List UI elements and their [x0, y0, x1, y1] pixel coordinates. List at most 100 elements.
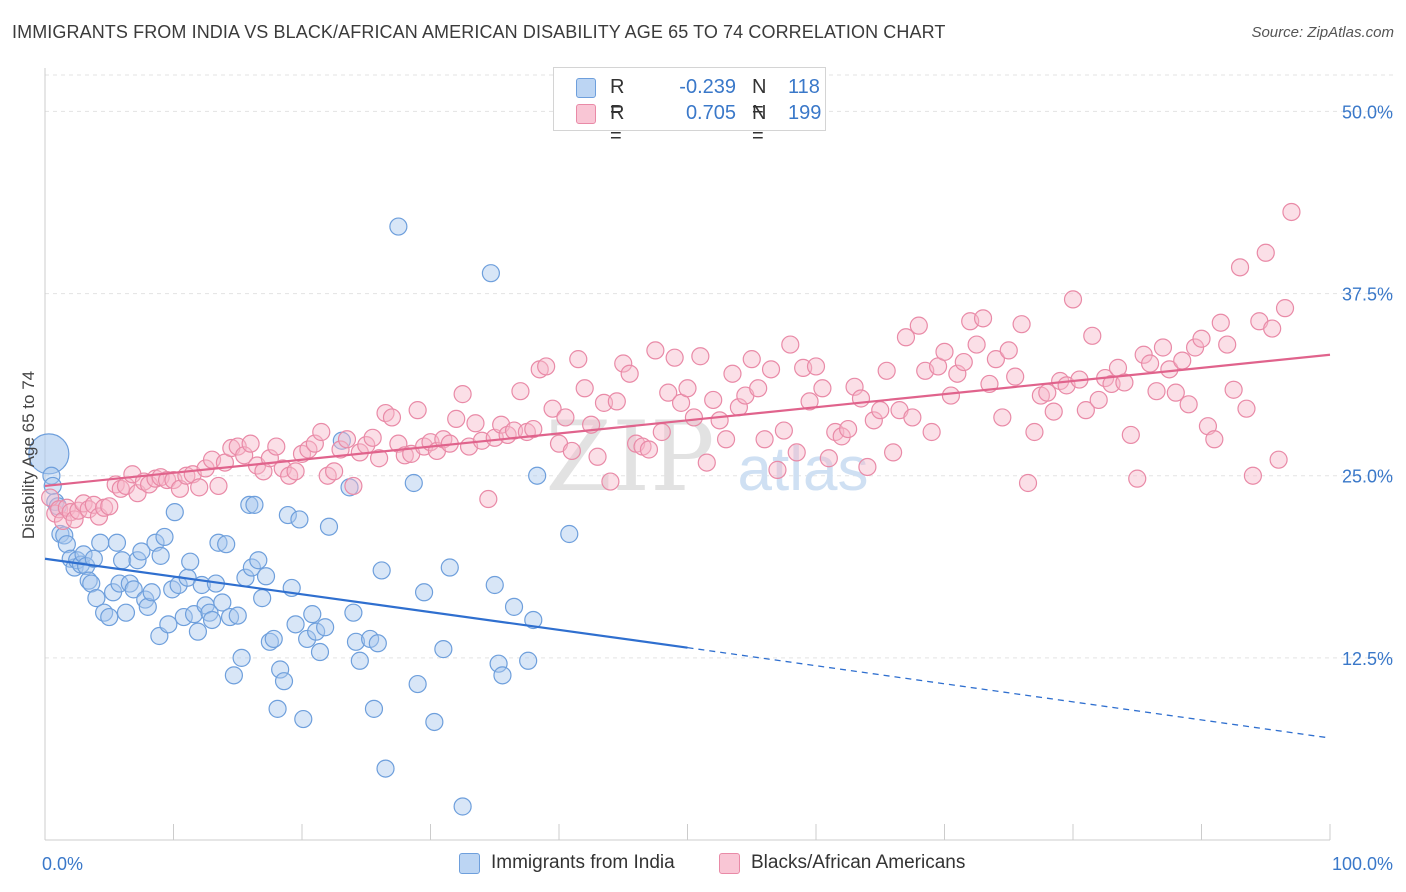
legend-n-label: N = — [752, 76, 767, 121]
india-point — [107, 533, 127, 552]
india-point — [319, 517, 339, 536]
black-point — [806, 357, 826, 376]
india-point — [307, 622, 326, 641]
india-point — [294, 709, 313, 729]
india-point — [240, 495, 259, 514]
black-point — [646, 341, 665, 360]
india-point — [224, 666, 243, 685]
black-point — [684, 408, 704, 427]
india-point — [372, 561, 391, 580]
black-point — [100, 497, 119, 516]
india-point — [142, 583, 161, 602]
black-point — [466, 414, 485, 433]
black-point — [305, 434, 324, 453]
black-point — [659, 383, 678, 402]
india-point — [316, 618, 335, 637]
india-point — [84, 549, 103, 568]
legend-r-label: R = — [610, 76, 625, 121]
black-point — [1211, 313, 1230, 332]
india-point — [79, 571, 98, 590]
india-point — [344, 603, 363, 622]
series-india-points — [28, 217, 579, 816]
black-point — [1237, 399, 1256, 418]
black-point — [639, 440, 659, 459]
black-point — [1282, 202, 1301, 222]
black-point — [1218, 335, 1237, 354]
black-point — [1025, 422, 1044, 442]
black-point — [665, 348, 684, 367]
india-point — [232, 648, 251, 667]
india-point — [253, 589, 272, 608]
black-point — [1230, 258, 1250, 277]
legend-n-value: 199 — [788, 102, 822, 124]
black-point — [755, 430, 774, 449]
black-point — [620, 364, 639, 383]
india-point — [188, 622, 208, 641]
india-point — [440, 558, 459, 577]
correlation-legend: R = -0.239 N = 118 R = 0.705 N = 199 — [553, 67, 826, 147]
india-point — [128, 551, 147, 570]
black-point — [652, 422, 671, 442]
black-point — [1205, 430, 1224, 449]
black-point — [749, 379, 768, 398]
black-point — [209, 476, 228, 496]
india-point — [209, 533, 228, 552]
india-point — [519, 651, 538, 670]
india-point — [256, 567, 276, 586]
black-point — [408, 401, 427, 420]
black-point — [768, 460, 787, 479]
black-point — [999, 341, 1018, 360]
black-point — [1012, 315, 1031, 334]
black-point — [1115, 373, 1134, 392]
trend-lines — [44, 353, 1331, 739]
india-point — [271, 660, 290, 679]
black-point — [883, 443, 903, 462]
india-point — [376, 759, 395, 778]
black-point — [267, 437, 286, 456]
legend-r-label: R = — [610, 102, 625, 147]
black-point — [556, 408, 575, 427]
legend-label-black: Blacks/African Americans — [751, 852, 966, 873]
black-point — [922, 422, 941, 442]
india-point — [485, 575, 504, 595]
india-point — [286, 615, 305, 634]
black-point — [588, 447, 607, 466]
black-point — [1089, 390, 1108, 410]
india-point — [264, 629, 283, 649]
black-point — [903, 408, 922, 427]
india-point — [524, 610, 543, 630]
black-point — [993, 408, 1012, 427]
india-point — [132, 542, 151, 561]
black-point — [50, 500, 69, 519]
india-point — [245, 495, 264, 514]
black-point — [787, 443, 806, 462]
india-point — [346, 632, 366, 651]
y-axis-label: Disability Age 65 to 74 — [19, 371, 38, 539]
india-point — [493, 666, 512, 685]
india-point — [364, 699, 384, 718]
black-point — [190, 478, 209, 497]
black-trend-line — [44, 353, 1331, 488]
india-point — [290, 510, 309, 529]
black-point — [819, 449, 838, 468]
india-point — [124, 580, 143, 599]
black-point — [1140, 354, 1160, 373]
black-point — [716, 430, 736, 449]
black-point — [986, 350, 1006, 369]
black-point — [896, 328, 916, 347]
black-point — [851, 389, 871, 408]
legend-n-label: N = — [752, 102, 767, 147]
black-point — [614, 354, 633, 373]
black-point — [1076, 401, 1095, 420]
black-point — [813, 379, 832, 398]
india-point — [28, 433, 70, 475]
black-point — [858, 457, 877, 477]
india-point — [213, 593, 232, 612]
black-point — [1166, 383, 1185, 402]
black-point — [65, 510, 84, 529]
black-point — [286, 462, 305, 481]
x-tick-label-max: 100.0% — [1332, 854, 1393, 874]
india-point — [174, 607, 193, 627]
india-point — [87, 589, 106, 608]
black-point — [562, 441, 581, 461]
